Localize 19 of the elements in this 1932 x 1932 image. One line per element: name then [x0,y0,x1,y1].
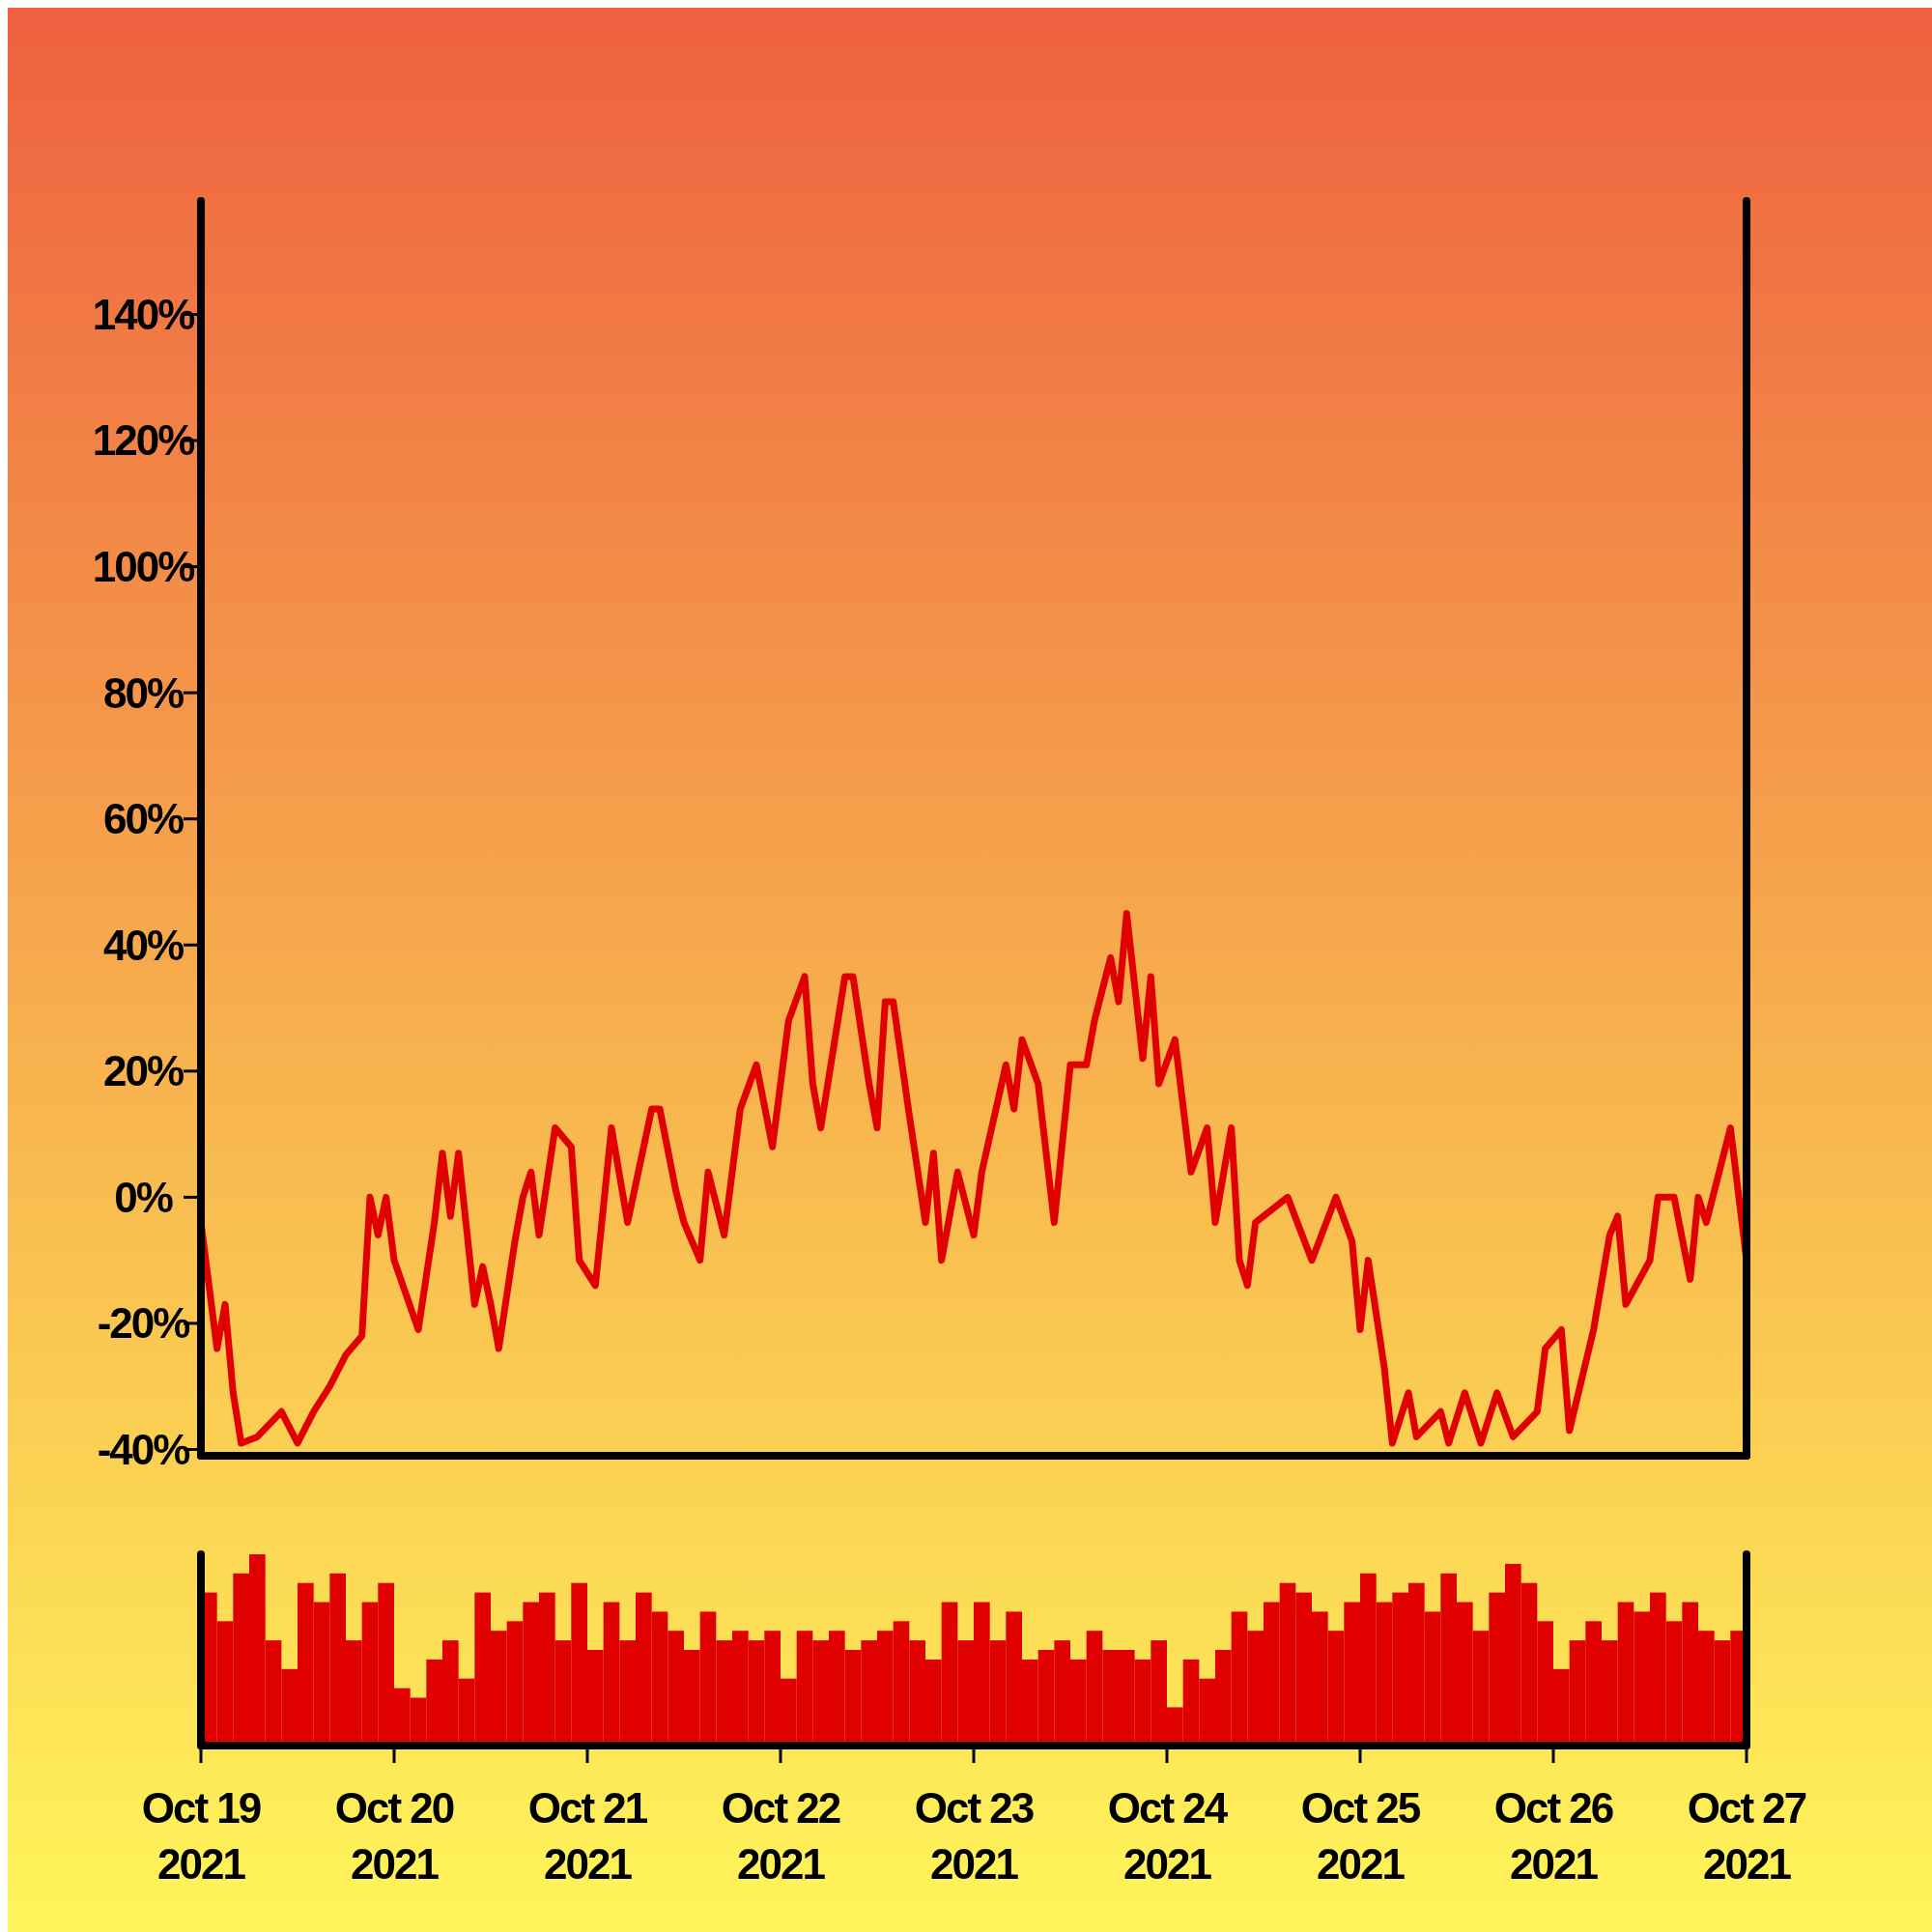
x-tick-label: Oct 22 2021 [721,1784,840,1888]
y-tick-label: 40% [102,921,184,969]
y-tick-label: -20% [97,1299,190,1348]
x-tick-label: Oct 19 2021 [141,1784,261,1888]
y-tick-label: 140% [92,290,195,338]
y-tick-label: 60% [102,795,184,843]
x-tick-label: Oct 24 2021 [1107,1784,1229,1888]
x-tick-label: Oct 26 2021 [1493,1784,1613,1888]
y-tick-label: 20% [102,1047,184,1095]
y-tick-label: 120% [92,416,195,465]
y-tick-label: -40% [97,1425,190,1473]
y-tick-label: 80% [102,668,184,717]
x-tick-label: Oct 23 2021 [914,1784,1034,1888]
x-tick-label: Oct 27 2021 [1687,1784,1806,1888]
x-tick-label: Oct 21 2021 [527,1784,648,1888]
y-tick-label: 100% [92,543,195,590]
x-tick-label: Oct 20 2021 [334,1784,454,1888]
x-tick-label: Oct 25 2021 [1300,1784,1421,1888]
y-tick-label: 0% [114,1173,173,1221]
